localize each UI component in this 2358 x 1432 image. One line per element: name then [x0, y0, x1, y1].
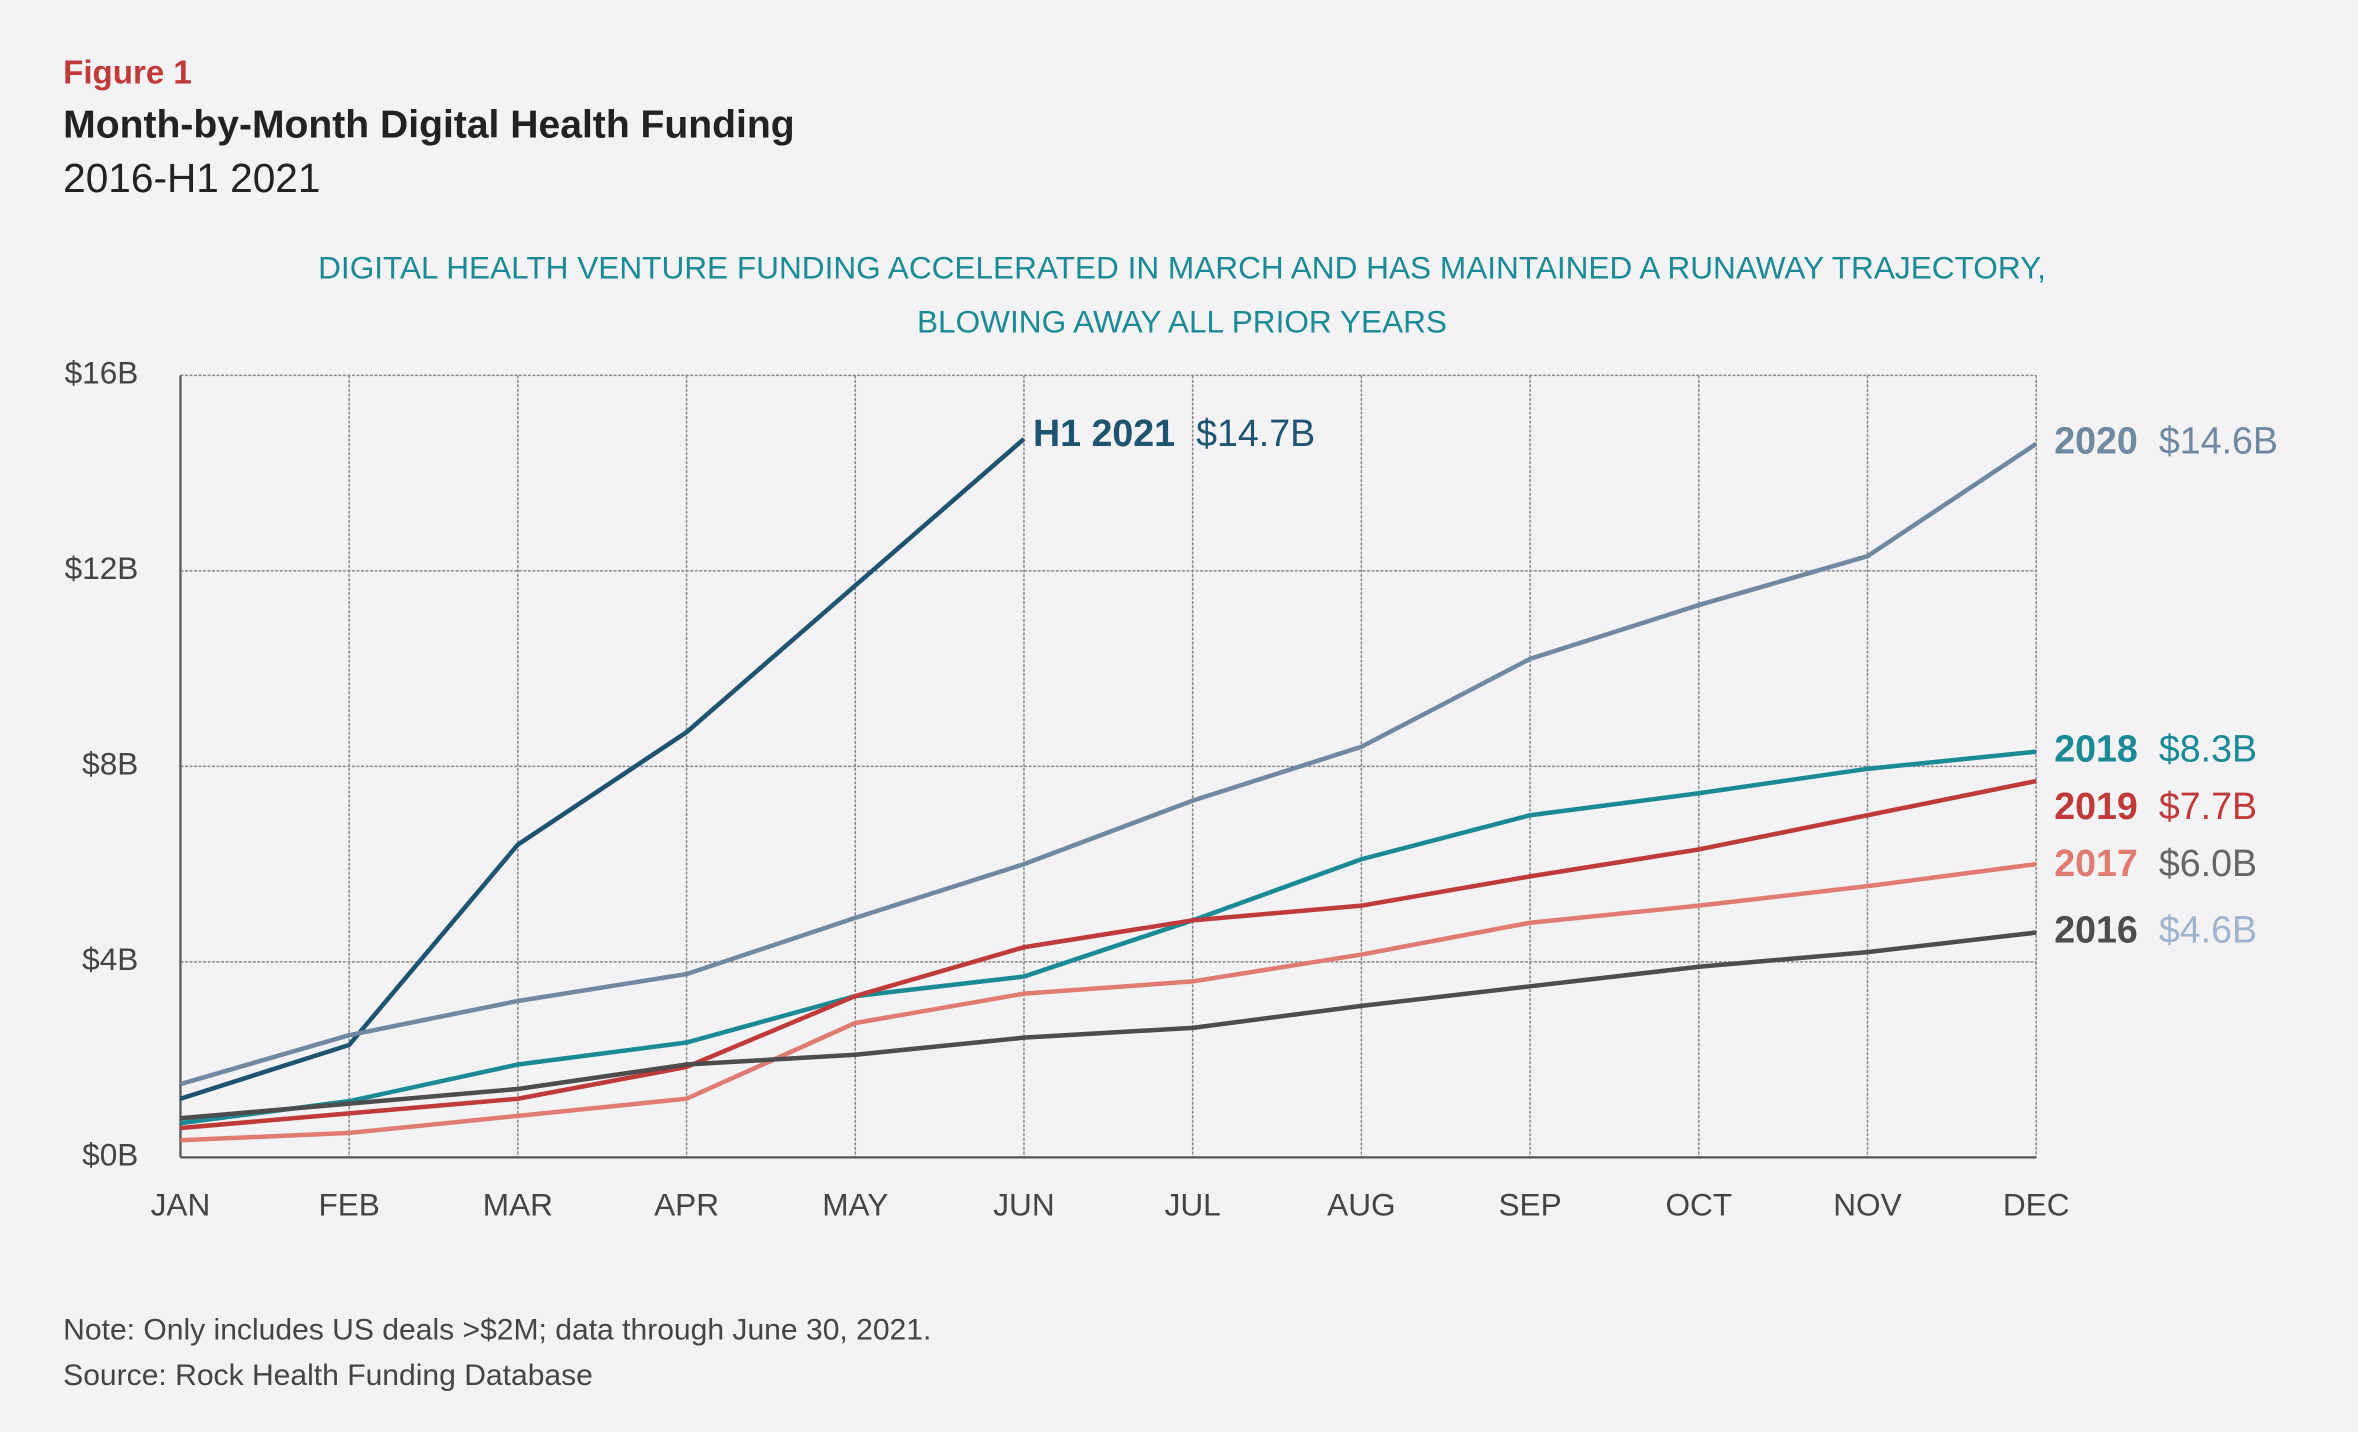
series-line	[180, 749, 2037, 1126]
x-tick-label: OCT	[1665, 1186, 1732, 1222]
y-tick-label: $4B	[82, 941, 138, 977]
series-line	[179, 441, 2038, 1087]
value-label: $14.6B	[2159, 420, 2278, 462]
value-label: $14.7B	[1196, 412, 1315, 454]
series-label: 2020	[2054, 420, 2138, 462]
value-label: $8.3B	[2159, 728, 2257, 770]
series-line	[180, 861, 2037, 1143]
x-tick-label: JUN	[993, 1186, 1054, 1222]
y-tick-label: $8B	[82, 746, 138, 782]
x-tick-label: AUG	[1327, 1186, 1395, 1222]
series-label: 2017	[2054, 842, 2138, 884]
value-label: $4.6B	[2159, 908, 2257, 950]
series-line	[180, 930, 2037, 1121]
x-tick-label: NOV	[1833, 1186, 1901, 1222]
source: Source: Rock Health Funding Database	[63, 1359, 593, 1392]
note: Note: Only includes US deals >$2M; data …	[63, 1314, 931, 1347]
figure-label: Figure 1	[63, 54, 192, 91]
x-tick-label: SEP	[1498, 1186, 1561, 1222]
x-tick-label: MAY	[822, 1186, 888, 1222]
y-tick-label: $0B	[82, 1137, 138, 1173]
series-label: 2018	[2054, 728, 2138, 770]
series-label: 2016	[2054, 908, 2138, 950]
series-line	[179, 437, 1026, 1101]
series-label: H1 2021	[1033, 412, 1175, 454]
series-line	[180, 778, 2037, 1131]
headline: DIGITAL HEALTH VENTURE FUNDING ACCELERAT…	[318, 249, 2046, 285]
series-label: 2019	[2054, 785, 2138, 827]
value-label: $7.7B	[2159, 785, 2257, 827]
x-tick-label: JUL	[1165, 1186, 1221, 1222]
x-tick-label: JAN	[151, 1186, 211, 1222]
x-tick-label: APR	[654, 1186, 719, 1222]
x-tick-label: FEB	[318, 1186, 379, 1222]
x-tick-label: MAR	[483, 1186, 553, 1222]
value-label: $6.0B	[2159, 842, 2257, 884]
headline: BLOWING AWAY ALL PRIOR YEARS	[917, 304, 1447, 340]
chart-subtitle: 2016-H1 2021	[63, 155, 320, 201]
y-tick-label: $16B	[65, 355, 139, 391]
y-tick-label: $12B	[65, 550, 139, 586]
chart-title: Month-by-Month Digital Health Funding	[63, 104, 794, 147]
x-tick-label: DEC	[2003, 1186, 2070, 1222]
